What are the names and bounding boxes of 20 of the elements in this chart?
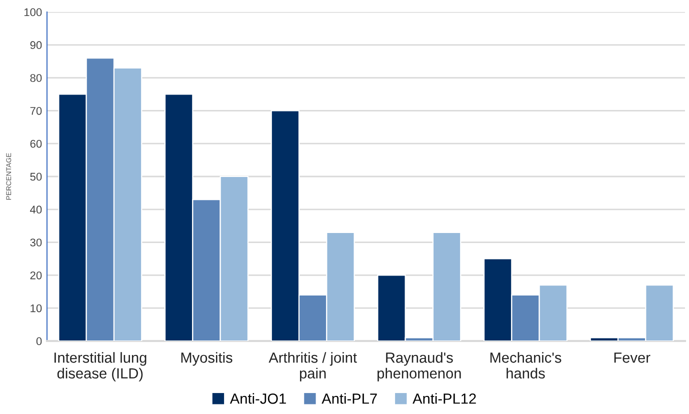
x-tick-label: Mechanic's hands [490, 352, 562, 379]
y-tick-label: 80 [30, 74, 42, 82]
y-tick-label: 60 [30, 140, 42, 148]
y-tick-label: 0 [36, 337, 42, 346]
legend-label: Anti-JO1 [230, 393, 286, 404]
y-tick-label: 90 [30, 41, 42, 50]
y-tick-label: 40 [30, 206, 42, 214]
y-tick-label: 30 [30, 238, 42, 246]
x-tick-label: Myositis [181, 352, 232, 366]
x-tick-label: Arthritis / joint pain [268, 352, 357, 382]
y-tick-label: 50 [30, 172, 42, 181]
x-tick-label: Interstitial lung disease (ILD) [54, 352, 146, 382]
legend-label: Anti-PL7 [322, 393, 377, 404]
x-tick-label: Raynaud's phenomenon [378, 352, 461, 382]
y-tick-label: 70 [30, 106, 42, 115]
y-tick-label: 100 [24, 8, 42, 16]
legend-label: Anti-PL12 [412, 393, 476, 404]
y-tick-label: 10 [30, 304, 42, 312]
x-tick-label: Fever [614, 352, 650, 363]
y-tick-label: 20 [30, 271, 42, 280]
